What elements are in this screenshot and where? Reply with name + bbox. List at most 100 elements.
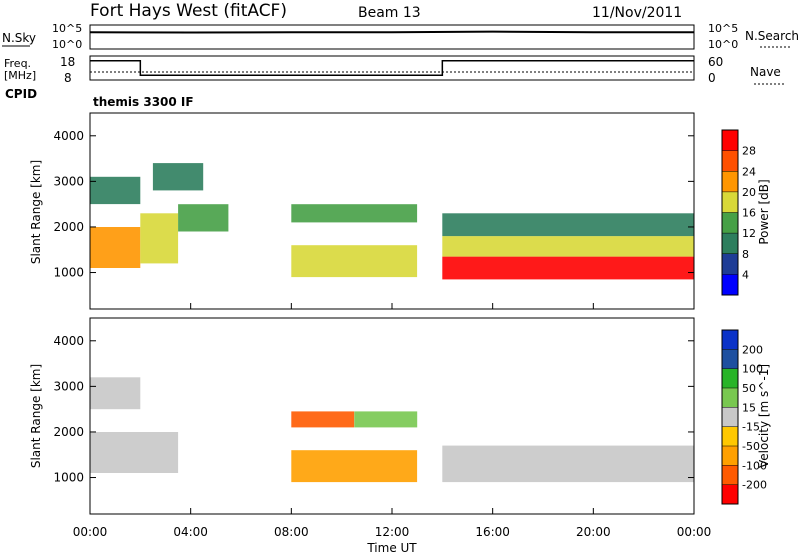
velocity-colorbar-cell-7	[722, 465, 738, 485]
velocity-colorbar-cell-5	[722, 426, 738, 446]
power-colorbar-cell-4	[722, 212, 738, 234]
noise-right-tick-top: 10^5	[708, 22, 738, 35]
noise-panel: N.Sky 10^5 10^0 10^5 10^0 N.Search	[2, 22, 799, 51]
xtick-label-2: 08:00	[274, 525, 309, 539]
power-ytick-label-3: 4000	[53, 129, 84, 143]
power-region-7	[442, 256, 694, 280]
velocity-ytick-label-3: 4000	[53, 334, 84, 348]
velocity-colorbar-cell-6	[722, 446, 738, 466]
power-colorbar-label: Power [dB]	[757, 179, 771, 244]
power-y-axis-label: Slant Range [km]	[29, 160, 43, 264]
power-region-4	[152, 163, 204, 191]
velocity-colorbar-tick-label-1: 100	[742, 363, 763, 376]
x-axis-label: Time UT	[366, 541, 417, 554]
power-region-6	[291, 204, 418, 223]
power-colorbar-tick-label-2: 20	[742, 186, 756, 199]
xtick-label-5: 20:00	[576, 525, 611, 539]
noise-left-tick-bottom: 10^0	[52, 38, 82, 51]
freq-left-tick-top: 18	[60, 55, 75, 69]
power-panel: 1000 2000 3000 4000 Slant Range [km] 28 24 20…	[29, 112, 771, 310]
freq-series	[90, 60, 694, 76]
nsky-label: N.Sky	[2, 31, 36, 45]
velocity-colorbar-tick-label-3: 15	[742, 401, 756, 414]
nsearch-label: N.Search	[745, 29, 799, 43]
velocity-heatmap	[90, 377, 694, 483]
power-ytick-label-0: 1000	[53, 266, 84, 280]
velocity-colorbar-tick-label-4: -15	[742, 421, 760, 434]
velocity-colorbar-cell-0	[722, 330, 738, 350]
velocity-region-4	[354, 411, 418, 428]
velocity-region-3	[291, 411, 355, 428]
power-heatmap	[90, 163, 694, 280]
nsky-line	[89, 30, 695, 34]
velocity-colorbar-cell-8	[722, 484, 738, 504]
velocity-ytick-label-2: 3000	[53, 379, 84, 393]
mode-text: themis 3300 IF	[93, 95, 194, 109]
power-colorbar-tick-label-1: 24	[742, 165, 756, 178]
velocity-colorbar-tick-label-0: 200	[742, 343, 763, 356]
power-region-8	[442, 236, 694, 257]
freq-panel-frame	[89, 55, 695, 81]
velocity-ytick-label-1: 2000	[53, 425, 84, 439]
power-colorbar-tick-label-4: 12	[742, 227, 756, 240]
velocity-ytick-label-0: 1000	[53, 471, 84, 485]
velocity-colorbar-tick-label-6: -100	[742, 459, 767, 472]
power-colorbar-tick-label-0: 28	[742, 145, 756, 158]
velocity-colorbar-frame	[721, 329, 739, 505]
freq-panel: Freq. [MHz] 18 8 60 0 Nave CPID themis 3…	[4, 55, 784, 109]
velocity-colorbar-tick-label-2: 50	[742, 382, 756, 395]
velocity-colorbar-cell-4	[722, 407, 738, 427]
velocity-colorbar-tick-label-7: -200	[742, 479, 767, 492]
date-label: 11/Nov/2011	[592, 5, 682, 21]
velocity-panel: 1000 2000 3000 4000 Slant Range [km] 200 100…	[29, 317, 771, 515]
noise-series	[89, 30, 695, 34]
xtick-label-1: 04:00	[173, 525, 208, 539]
power-region-2	[178, 204, 229, 232]
velocity-colorbar-label: Velocity [m s^-1]	[757, 364, 771, 468]
noise-panel-frame	[89, 24, 695, 50]
nave-label: Nave	[750, 65, 781, 79]
velocity-region-0	[90, 432, 179, 473]
noise-left-tick-top: 10^5	[52, 22, 82, 35]
power-colorbar-tick-label-3: 16	[742, 207, 756, 220]
power-colorbar-cell-3	[722, 191, 738, 213]
power-colorbar-cell-1	[722, 150, 738, 172]
power-region-0	[90, 227, 141, 268]
power-ytick-label-2: 3000	[53, 174, 84, 188]
power-y-ticks: 1000 2000 3000 4000	[53, 129, 694, 280]
xtick-label-6: 00:00	[677, 525, 712, 539]
nave-right-tick-top: 60	[708, 55, 723, 69]
power-region-9	[442, 213, 694, 237]
freq-label-line2: [MHz]	[4, 69, 36, 82]
beam-label: Beam 13	[358, 5, 421, 21]
xtick-label-4: 16:00	[475, 525, 510, 539]
power-colorbar-cell-7	[722, 274, 738, 295]
power-colorbar-cell-6	[722, 253, 738, 275]
velocity-colorbar-cell-3	[722, 388, 738, 408]
velocity-colorbar: 200 100 50 15 -15 -50 -100 -200	[721, 329, 767, 505]
velocity-region-2	[291, 450, 418, 483]
velocity-colorbar-cell-2	[722, 368, 738, 388]
velocity-region-5	[442, 445, 694, 483]
velocity-y-ticks: 1000 2000 3000 4000	[53, 334, 694, 485]
freq-label-line1: Freq.	[4, 57, 31, 70]
power-region-5	[291, 245, 418, 278]
power-colorbar-tick-label-5: 8	[742, 248, 749, 261]
nave-right-tick-bottom: 0	[708, 71, 716, 85]
power-colorbar-cell-2	[722, 171, 738, 192]
xtick-label-0: 00:00	[73, 525, 108, 539]
noise-right-tick-bottom: 10^0	[708, 38, 738, 51]
power-colorbar-cell-5	[722, 233, 738, 254]
velocity-colorbar-tick-label-5: -50	[742, 440, 760, 453]
power-colorbar: 28 24 20 16 12 8 4	[721, 129, 756, 296]
cpid-label: CPID	[5, 87, 37, 101]
velocity-region-1	[90, 377, 141, 410]
power-ytick-label-1: 2000	[53, 220, 84, 234]
velocity-y-axis-label: Slant Range [km]	[29, 364, 43, 468]
power-colorbar-cell-0	[722, 130, 738, 151]
station-title: Fort Hays West (fitACF)	[90, 1, 287, 21]
velocity-colorbar-cell-1	[722, 349, 738, 369]
freq-line	[90, 60, 694, 76]
